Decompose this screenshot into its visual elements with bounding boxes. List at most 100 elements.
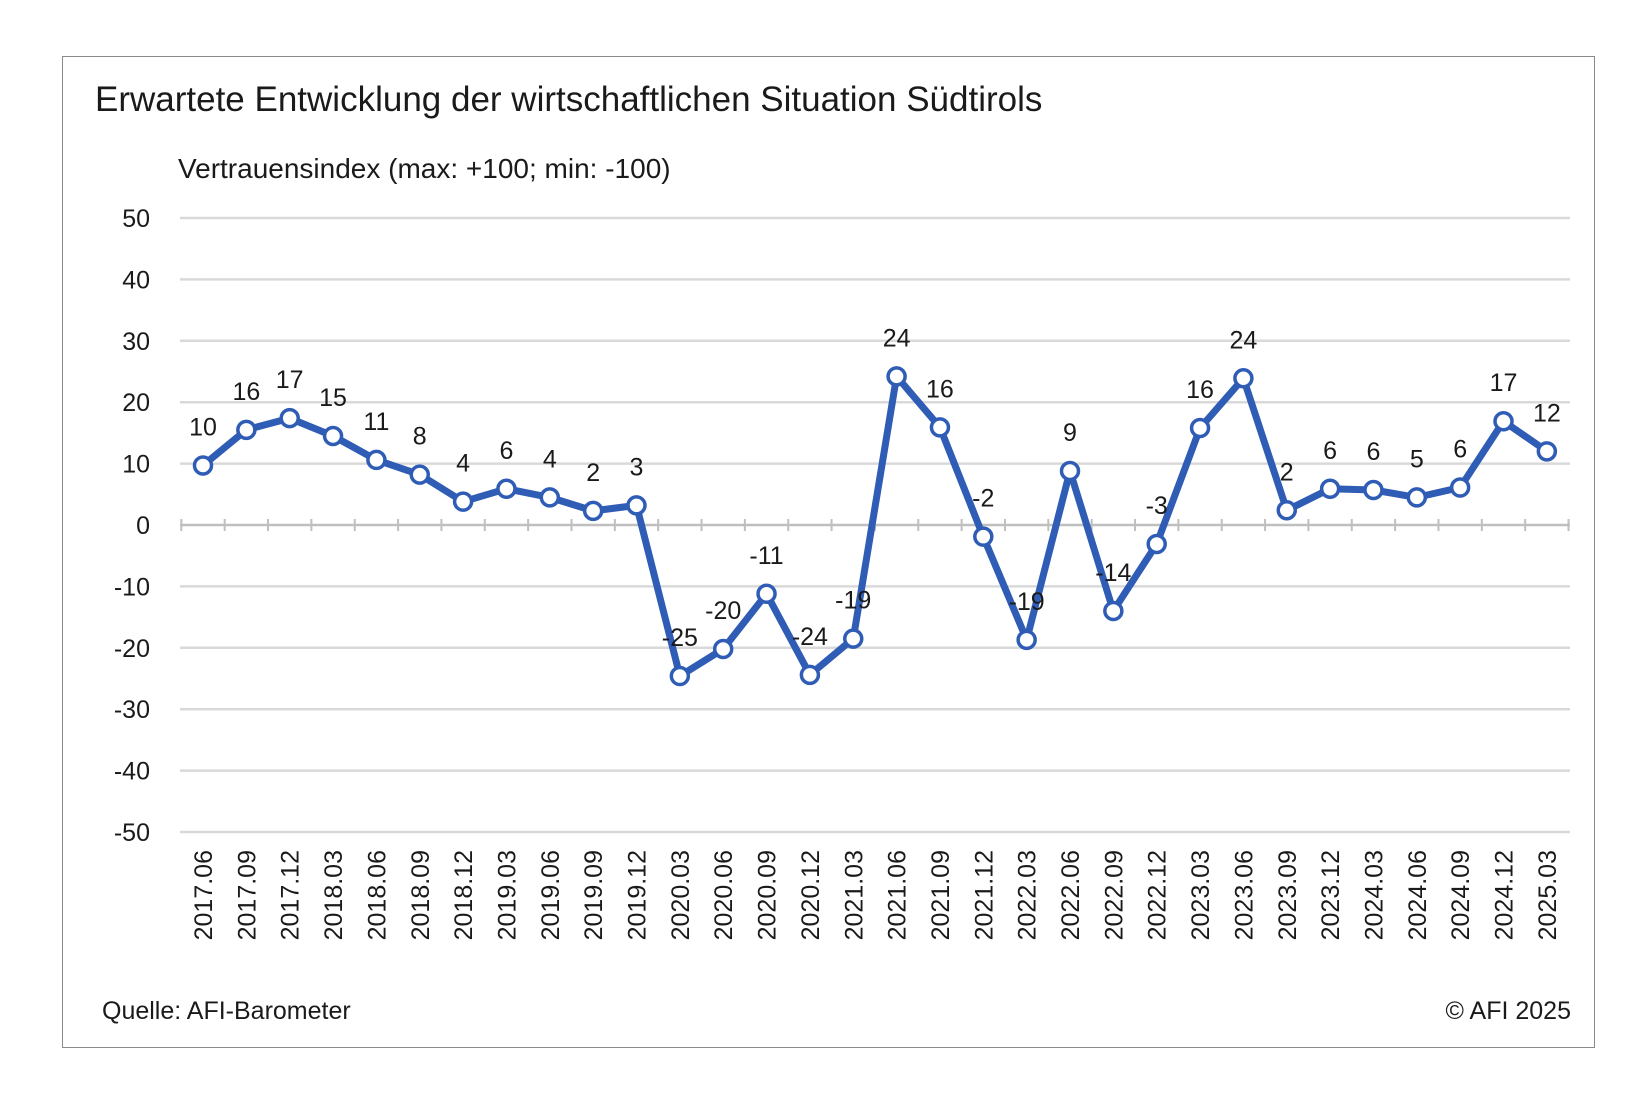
- data-point: [1449, 477, 1471, 498]
- x-tick-label: 2024.09: [1447, 850, 1475, 940]
- y-tick-label: -50: [114, 819, 150, 847]
- data-point: [929, 417, 951, 438]
- copyright-note: © AFI 2025: [1445, 997, 1571, 1025]
- data-label: 4: [456, 450, 470, 478]
- data-label: 6: [1323, 437, 1337, 465]
- data-point: [1059, 460, 1081, 482]
- y-tick-label: 40: [122, 266, 150, 294]
- data-label: -20: [705, 597, 741, 625]
- x-tick-labels: 2017.06 2017.09 2017.12 2018.03 2018.06 2018.…: [190, 850, 1562, 940]
- data-label: 11: [363, 408, 389, 436]
- x-tick-label: 2021.03: [840, 850, 868, 940]
- data-label: 15: [319, 384, 347, 412]
- data-point: [409, 464, 430, 485]
- data-point: [539, 487, 561, 508]
- data-label: -24: [792, 623, 828, 651]
- data-label: 16: [926, 375, 954, 403]
- x-tick-label: 2021.06: [884, 850, 912, 940]
- x-tick-label: 2021.12: [970, 850, 998, 940]
- data-label: 10: [189, 413, 217, 441]
- x-tick-label: 2020.09: [754, 850, 782, 940]
- data-label: 16: [1186, 376, 1214, 404]
- x-tick-label: 2019.06: [537, 850, 565, 940]
- x-tick-label: 2019.09: [580, 850, 608, 940]
- data-point: [669, 665, 691, 687]
- data-point: [1146, 533, 1167, 555]
- y-tick-label: -40: [114, 758, 150, 786]
- x-tick-label: 2022.03: [1014, 850, 1042, 940]
- x-tick-label: 2023.03: [1187, 850, 1215, 940]
- y-tick-label: -20: [114, 635, 150, 663]
- data-point: [279, 407, 300, 429]
- data-point: [886, 366, 907, 387]
- data-label: 16: [232, 378, 260, 406]
- data-label: 3: [630, 453, 644, 481]
- data-label: -19: [1009, 588, 1045, 616]
- data-label: -2: [972, 485, 994, 513]
- x-tick-label: 2022.06: [1057, 850, 1085, 940]
- data-point: [973, 526, 994, 547]
- x-tick-label: 2019.12: [624, 850, 652, 940]
- x-tick-label: 2017.09: [233, 850, 261, 940]
- x-tick-label: 2019.03: [493, 850, 521, 940]
- x-tick-label: 2024.03: [1360, 850, 1388, 940]
- data-point: [1493, 410, 1514, 432]
- data-point: [1103, 600, 1124, 622]
- data-point: [626, 495, 647, 516]
- data-label: 6: [1366, 438, 1380, 466]
- data-point: [1319, 478, 1341, 500]
- y-tick-label: -30: [114, 696, 150, 724]
- x-tick-label: 2018.06: [363, 850, 391, 940]
- data-point: [1016, 629, 1037, 651]
- x-tick-label: 2023.09: [1274, 850, 1302, 940]
- x-tick-label: 2023.06: [1230, 850, 1258, 940]
- x-tick-label: 2024.06: [1404, 850, 1432, 940]
- data-point: [322, 425, 344, 447]
- data-label: 2: [586, 459, 600, 487]
- y-tick-label: 50: [122, 205, 150, 233]
- data-label: 24: [1229, 326, 1257, 354]
- data-label: 6: [499, 437, 513, 465]
- markers-group: [192, 366, 1558, 687]
- data-point: [236, 419, 257, 441]
- x-tick-label: 2025.03: [1534, 850, 1562, 940]
- x-tick-label: 2018.12: [450, 850, 478, 940]
- data-label: 17: [276, 366, 304, 394]
- data-point: [1233, 368, 1254, 389]
- x-tick-label: 2022.12: [1144, 850, 1172, 940]
- y-tick-labels: 50 40 30 20 10 0 -10 -20 -30 -40 -50: [114, 205, 150, 847]
- data-point: [843, 628, 864, 649]
- chart-title: Erwartete Entwicklung der wirtschaftlich…: [95, 80, 1043, 119]
- data-point: [452, 491, 474, 512]
- x-tick-label: 2017.12: [277, 850, 305, 940]
- x-tick-label: 2018.09: [407, 850, 435, 940]
- source-note: Quelle: AFI-Barometer: [102, 997, 351, 1025]
- data-point: [1536, 441, 1558, 462]
- chart-frame: [62, 56, 1595, 1048]
- y-tick-label: 10: [122, 451, 150, 479]
- data-point: [1276, 500, 1297, 521]
- x-tick-label: 2020.06: [710, 850, 738, 940]
- x-tick-label: 2022.09: [1100, 850, 1128, 940]
- data-label: 17: [1490, 369, 1518, 397]
- y-axis-label: Vertrauensindex (max: +100; min: -100): [178, 153, 671, 184]
- data-point: [582, 500, 604, 522]
- x-tick-label: 2017.06: [190, 850, 218, 940]
- gridlines: [180, 216, 1570, 834]
- data-label: -14: [1095, 559, 1131, 587]
- data-point: [799, 664, 821, 686]
- data-point: [756, 583, 777, 605]
- data-label: 8: [413, 423, 427, 451]
- data-point: [496, 478, 517, 500]
- data-label: 6: [1453, 436, 1467, 464]
- x-tick-label: 2020.03: [667, 850, 695, 940]
- data-label: -3: [1146, 492, 1168, 520]
- y-tick-label: -10: [114, 573, 150, 601]
- data-point: [1189, 417, 1211, 439]
- x-tick-label: 2020.12: [797, 850, 825, 940]
- y-tick-label: 20: [122, 389, 150, 417]
- x-tick-label: 2018.03: [320, 850, 348, 940]
- data-label: 4: [543, 445, 557, 473]
